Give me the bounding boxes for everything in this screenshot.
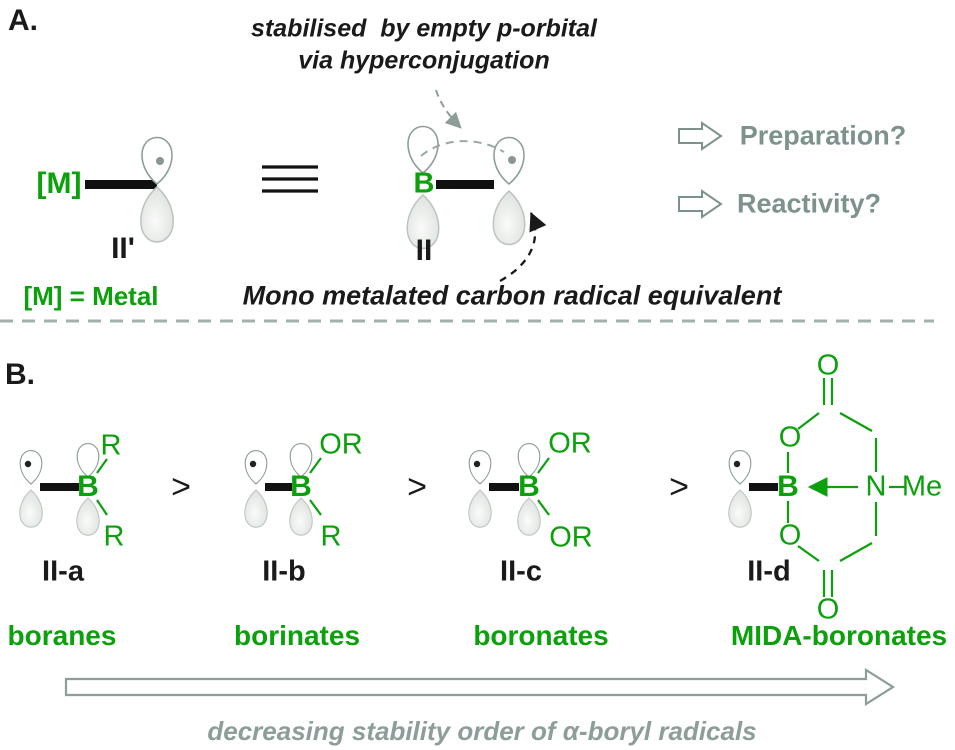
methyl-group-label: Me	[901, 470, 943, 503]
boron-atom-label: B	[77, 470, 99, 503]
section-a-caption: Mono metalated carbon radical equivalent	[242, 280, 782, 311]
radical-electron-dot	[249, 460, 257, 468]
radical-electron-dot	[156, 157, 164, 165]
family-mida-boronates: MIDA-boronates	[730, 620, 948, 651]
substituent-top: R	[100, 429, 122, 462]
sigma-bond	[85, 180, 157, 189]
structure-IId-graphic	[728, 378, 906, 597]
greater-than-separator: >	[407, 468, 427, 506]
structure-IIb-label: II-b	[262, 555, 306, 588]
family-boronates: boronates	[473, 620, 609, 651]
radical-electron-dot	[24, 460, 32, 468]
carbonyl-oxygen-bottom: O	[816, 593, 840, 626]
reactivity-question: Reactivity?	[736, 188, 882, 219]
carbonyl-oxygen-top: O	[816, 349, 840, 382]
ring-oxygen-bottom: O	[778, 519, 802, 552]
preparation-question: Preparation?	[739, 120, 907, 151]
preparation-block-arrow-icon	[678, 121, 723, 151]
nitrogen-atom-label: N	[865, 470, 887, 503]
boron-atom-label: B	[777, 470, 799, 503]
structure-IIb-graphic	[244, 442, 322, 536]
boron-atom-label: B	[413, 167, 435, 200]
ring-oxygen-top: O	[778, 421, 802, 454]
structure-IId-label: II-d	[747, 555, 791, 588]
equivalence-sign	[262, 165, 318, 193]
stability-axis-arrow-icon	[64, 668, 896, 706]
metal-legend: [M] = Metal	[23, 281, 159, 311]
annotation-line1: stabilised by empty p-orbital	[251, 14, 597, 43]
sigma-bond	[436, 180, 494, 189]
structure-IIc-graphic	[468, 442, 550, 536]
carbon-p-orbital-bottom-lobe	[492, 190, 526, 246]
substituent-bottom: R	[103, 520, 125, 553]
family-boranes: boranes	[7, 620, 117, 651]
metal-atom-label: [M]	[36, 167, 82, 200]
structure-II-prime-label: II'	[111, 232, 135, 265]
substituent-bottom: R	[320, 520, 342, 553]
substituent-top: OR	[319, 428, 363, 461]
structure-IIa-label: II-a	[42, 555, 84, 588]
structure-II-graphic	[406, 89, 547, 283]
note-pointer-arrow	[435, 89, 462, 129]
hyperconjugation-arc	[420, 140, 505, 157]
reactivity-block-arrow-icon	[678, 189, 723, 219]
substituent-top: OR	[548, 427, 592, 460]
boron-atom-label: B	[518, 470, 540, 503]
boron-empty-p-orbital-top-lobe	[407, 125, 439, 174]
structure-II-label: II	[415, 234, 433, 267]
greater-than-separator: >	[669, 468, 689, 506]
annotation-line2: via hyperconjugation	[298, 46, 550, 75]
section-a-label: A.	[8, 4, 38, 37]
radical-electron-dot	[473, 460, 481, 468]
greater-than-separator: >	[171, 468, 191, 506]
family-borinates: borinates	[233, 620, 361, 651]
stability-axis-caption: decreasing stability order of α-boryl ra…	[207, 716, 757, 746]
radical-electron-dot	[733, 460, 741, 468]
boron-atom-label: B	[290, 470, 312, 503]
substituent-bottom: OR	[549, 521, 593, 554]
structure-IIa-graphic	[19, 442, 108, 536]
structure-IIc-label: II-c	[500, 555, 542, 588]
structure-II-prime-graphic	[85, 136, 175, 243]
section-b-label: B.	[5, 358, 35, 391]
radical-electron-dot	[508, 156, 516, 164]
p-orbital-bottom-lobe	[139, 186, 175, 243]
